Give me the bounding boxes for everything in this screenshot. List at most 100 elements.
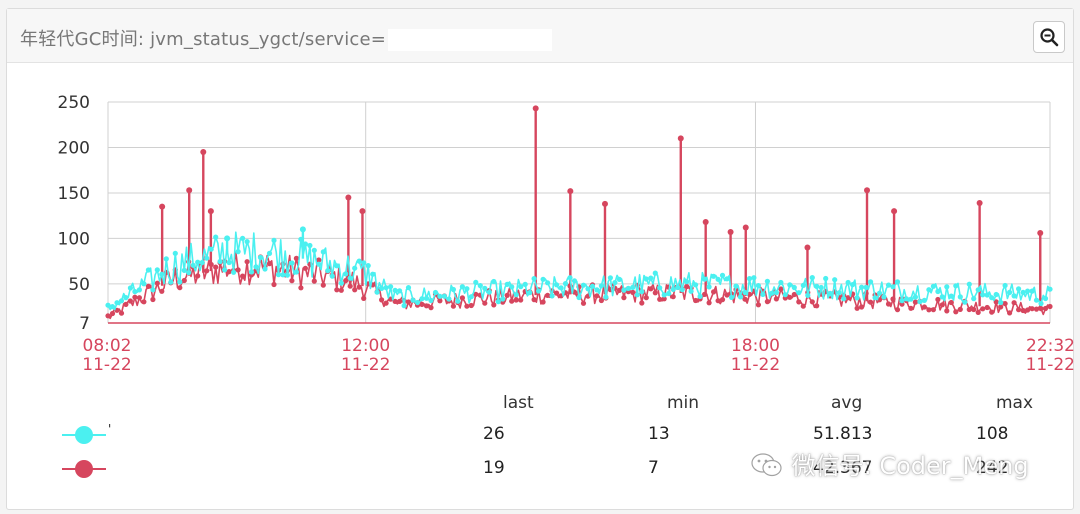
data-point: [630, 289, 636, 295]
data-point: [235, 249, 241, 255]
data-point: [733, 283, 739, 289]
data-point: [536, 288, 542, 294]
data-point: [791, 291, 797, 298]
data-point: [782, 292, 788, 298]
data-point: [163, 256, 169, 262]
data-point: [832, 277, 838, 283]
data-point: [930, 283, 937, 289]
data-point: [580, 282, 587, 288]
data-point: [522, 281, 528, 287]
spike-point: [702, 219, 709, 226]
data-point: [307, 242, 313, 249]
zoom-out-button[interactable]: [1033, 21, 1065, 53]
legend-swatch-cyan[interactable]: [60, 423, 108, 447]
data-point: [930, 307, 937, 313]
data-point: [764, 278, 771, 284]
data-point: [459, 295, 465, 301]
data-point: [1025, 288, 1031, 294]
watermark-text: 微信号: Coder_Meng: [791, 452, 1029, 480]
data-point: [504, 292, 510, 298]
data-point: [912, 294, 919, 300]
data-point: [293, 269, 299, 275]
data-point: [244, 239, 250, 245]
data-point: [437, 293, 443, 299]
spike-point: [200, 149, 207, 156]
data-point: [760, 291, 766, 297]
data-point: [311, 247, 317, 253]
data-point: [397, 298, 403, 304]
data-point: [450, 286, 456, 293]
data-point: [168, 279, 174, 285]
data-point: [742, 296, 748, 302]
data-point: [141, 281, 147, 287]
data-point: [347, 283, 353, 289]
data-point: [993, 291, 999, 298]
data-point: [607, 275, 614, 281]
data-point: [432, 289, 439, 296]
data-point: [706, 284, 712, 290]
spike-point: [864, 187, 871, 194]
redacted-service-name: [388, 29, 553, 51]
x-tick-date: 11-22: [1026, 355, 1075, 375]
data-point: [868, 299, 874, 305]
data-point: [204, 268, 210, 274]
data-point: [894, 307, 901, 313]
data-point: [464, 286, 470, 292]
panel-title-text: 年轻代GC时间: jvm_status_ygct/service=: [20, 29, 387, 50]
data-point: [778, 279, 784, 286]
data-point: [477, 283, 483, 289]
spike-point: [299, 226, 306, 233]
data-point: [383, 285, 389, 291]
data-point: [266, 250, 273, 256]
data-point: [370, 271, 376, 277]
data-point: [365, 263, 371, 269]
data-point: [177, 279, 183, 285]
legend-swatch-red[interactable]: [60, 457, 108, 481]
data-point: [392, 298, 398, 304]
data-point: [859, 304, 865, 310]
data-point: [737, 294, 744, 300]
wechat-icon: [750, 452, 784, 478]
data-point: [863, 284, 869, 290]
data-point: [908, 296, 914, 302]
data-point: [554, 282, 560, 288]
data-point: [935, 296, 941, 303]
data-point: [948, 293, 954, 299]
data-point: [414, 299, 421, 306]
data-point: [643, 295, 649, 301]
data-point: [571, 278, 578, 284]
legend-red-last: 19: [483, 458, 505, 478]
data-point: [486, 289, 492, 295]
data-point: [751, 275, 757, 281]
spike-point: [532, 105, 539, 112]
data-point: [912, 299, 919, 305]
data-point: [145, 283, 151, 289]
data-point: [715, 298, 721, 304]
data-point: [401, 303, 407, 309]
data-point: [980, 306, 986, 312]
data-point: [195, 259, 201, 265]
spike-point: [1037, 229, 1044, 236]
spike-point: [224, 235, 231, 242]
data-point: [899, 298, 905, 304]
data-point: [338, 287, 344, 293]
data-point: [105, 302, 111, 308]
data-point: [383, 300, 389, 306]
data-point: [127, 285, 133, 291]
data-point: [764, 299, 771, 305]
data-point: [850, 282, 856, 288]
legend-header-avg: avg: [831, 393, 863, 413]
data-point: [540, 299, 546, 305]
data-point: [917, 299, 923, 305]
data-point: [746, 276, 753, 282]
data-point: [868, 279, 874, 285]
data-point: [343, 278, 349, 284]
data-point: [953, 309, 959, 315]
data-point: [289, 260, 295, 266]
y-tick-label: 100: [58, 229, 90, 249]
data-point: [271, 237, 277, 243]
data-point: [217, 258, 223, 265]
data-point: [639, 289, 645, 295]
y-tick-label: 150: [58, 184, 90, 204]
data-point: [316, 257, 322, 263]
